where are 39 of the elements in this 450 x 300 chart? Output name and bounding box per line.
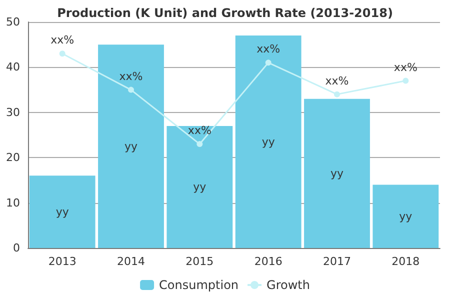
- point: [265, 60, 272, 66]
- x-tick-label: 2013: [48, 255, 76, 268]
- y-tick-label: 10: [6, 196, 20, 210]
- data-label: yy: [193, 180, 207, 194]
- y-tick-label: 30: [6, 106, 20, 119]
- data-label: xx%: [188, 124, 212, 138]
- data-label: xx%: [50, 34, 74, 47]
- point: [196, 141, 203, 148]
- point: [128, 86, 134, 93]
- x-tick-label: 2015: [186, 255, 214, 268]
- data-label: yy: [262, 135, 276, 148]
- data-label: xx%: [394, 60, 418, 74]
- chart-title: Production (K Unit) and Growth Rate (2013-2018): [57, 6, 393, 20]
- bar: [372, 184, 439, 248]
- bar: [98, 44, 164, 248]
- data-label: xx%: [256, 42, 280, 56]
- point: [334, 91, 340, 98]
- data-label: yy: [399, 210, 413, 223]
- x-tick-label: 2018: [392, 255, 420, 268]
- y-tick-label: 0: [13, 242, 20, 254]
- data-label: xx%: [325, 74, 349, 88]
- data-label: yy: [330, 166, 344, 180]
- point: [402, 78, 409, 84]
- x-tick-label: 2014: [117, 255, 145, 268]
- bar: [304, 98, 370, 248]
- legend-label: Consumption: [159, 278, 239, 292]
- bar: [166, 126, 233, 248]
- point: [59, 50, 66, 57]
- y-tick-label: 20: [6, 151, 20, 164]
- bar: [235, 36, 302, 248]
- y-tick-label: 50: [6, 16, 20, 28]
- x-tick-label: 2017: [323, 255, 351, 268]
- data-label: yy: [56, 205, 70, 218]
- y-tick-label: 40: [6, 60, 20, 74]
- bar: [29, 176, 96, 248]
- data-label: xx%: [119, 70, 143, 83]
- x-tick-label: 2016: [254, 255, 282, 268]
- legend-label: Growth: [266, 278, 310, 292]
- data-label: yy: [124, 140, 138, 153]
